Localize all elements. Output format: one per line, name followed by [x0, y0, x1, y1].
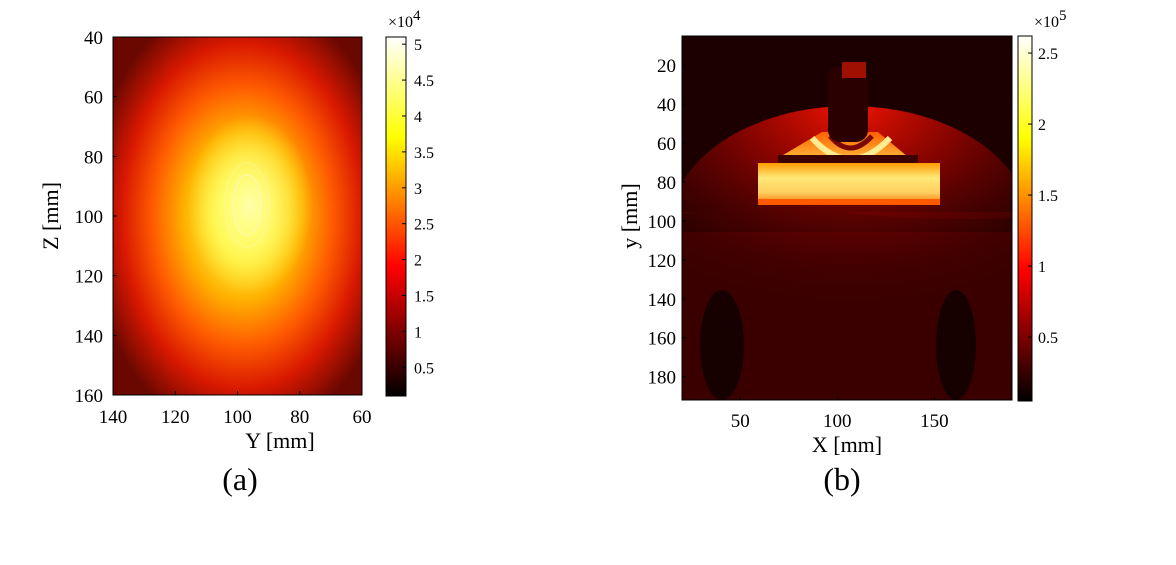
heatmap-b: [682, 36, 1012, 400]
axes-b-ytick-label: 20: [657, 56, 676, 77]
heatmap-b-gap: [778, 155, 918, 163]
heatmap-b-transducer-top: [842, 62, 866, 78]
colorbar-tick-label: 1.5: [414, 288, 434, 305]
axes-a-ytick-label: 120: [75, 267, 104, 288]
axes-b-ytick-label: 160: [648, 329, 677, 350]
axes-a-ytick-label: 40: [84, 28, 103, 49]
heatmap-a-hotspot: [188, 115, 312, 295]
colorbar-tick-label: 5: [414, 37, 422, 54]
heatmap-b-band: [758, 163, 940, 205]
colorbar-a-ticks: 5 4.5 4 3.5 3 2.5 2 1.5 1 0.5: [402, 37, 434, 377]
axes-b-frame: [681, 35, 1013, 401]
axes-a-xtick-label: 100: [223, 407, 252, 428]
panel-b: 50 100 150 20 40 60 80 100 120 140 160 180 X [mm] y…: [617, 8, 1067, 497]
axes-a-ytick-label: 100: [75, 207, 104, 228]
colorbar-tick-label: 3: [414, 181, 422, 198]
axes-a-xtick-label: 60: [353, 407, 372, 428]
axes-b-xtick-label: 100: [823, 411, 852, 432]
heatmap-a-ring: [224, 162, 270, 248]
axes-a-ylabel: Z [mm]: [38, 182, 63, 250]
axes-b-ytick-label: 140: [648, 290, 677, 311]
colorbar-tick-label: 4.5: [414, 73, 434, 90]
axes-a-xlabel: Y [mm]: [245, 428, 314, 453]
axes-a-ytick-label: 140: [75, 326, 104, 347]
axes-b-xlabel: X [mm]: [812, 432, 882, 457]
axes-b-ytick-label: 40: [657, 95, 676, 116]
colorbar-b: 2.5 2 1.5 1 0.5 ×105: [1017, 8, 1067, 402]
axes-a-ytick-label: 160: [75, 386, 104, 407]
colorbar-tick-label: 0.5: [414, 360, 434, 377]
axes-b-ytick-label: 80: [657, 173, 676, 194]
colorbar-b-gradient: [1017, 35, 1033, 402]
colorbar-b-ticks: 2.5 2 1.5 1 0.5: [1028, 46, 1058, 347]
panel-b-label: (b): [823, 461, 860, 497]
heatmap-b-dark-left: [700, 290, 744, 400]
axes-b-ticks: 50 100 150 20 40 60 80 100 120 140 160 180: [648, 56, 949, 432]
axes-b-ylabel: y [mm]: [617, 183, 642, 248]
axes-b-ytick-label: 100: [648, 212, 677, 233]
colorbar-tick-label: 1.5: [1038, 188, 1058, 205]
axes-a-ytick-label: 60: [84, 88, 103, 109]
colorbar-tick-label: 2.5: [1038, 46, 1058, 63]
heatmap-b-dark-right: [936, 290, 976, 400]
colorbar-b-exponent: ×105: [1034, 8, 1067, 31]
axes-b-xtick-label: 50: [731, 411, 750, 432]
axes-a-xtick-label: 140: [99, 407, 128, 428]
axes-a-xtick-label: 120: [161, 407, 190, 428]
heatmap-b-band-edge: [758, 199, 940, 205]
axes-a-xtick-label: 80: [290, 407, 309, 428]
colorbar-tick-label: 2: [414, 253, 422, 270]
colorbar-tick-label: 2: [1038, 117, 1046, 134]
colorbar-tick-label: 0.5: [1038, 330, 1058, 347]
heatmap-a-ring: [232, 174, 262, 236]
colorbar-tick-label: 1: [414, 324, 422, 341]
colorbar-a: 5 4.5 4 3.5 3 2.5 2 1.5 1 0.5 ×104: [385, 8, 434, 397]
axes-a-ytick-label: 80: [84, 147, 103, 168]
colorbar-tick-label: 4: [414, 109, 422, 126]
axes-b-ytick-label: 60: [657, 134, 676, 155]
colorbar-a-exponent: ×104: [388, 8, 421, 31]
colorbar-a-gradient: [385, 36, 407, 397]
colorbar-tick-label: 1: [1038, 259, 1046, 276]
heatmap-a: [113, 37, 362, 395]
panel-a-label: (a): [222, 461, 258, 497]
heatmap-b-transducer: [828, 66, 868, 142]
axes-b-ytick-label: 180: [648, 368, 677, 389]
axes-b-ytick-label: 120: [648, 251, 677, 272]
colorbar-tick-label: 3.5: [414, 145, 434, 162]
colorbar-tick-label: 2.5: [414, 217, 434, 234]
axes-b-xtick-label: 150: [920, 411, 949, 432]
